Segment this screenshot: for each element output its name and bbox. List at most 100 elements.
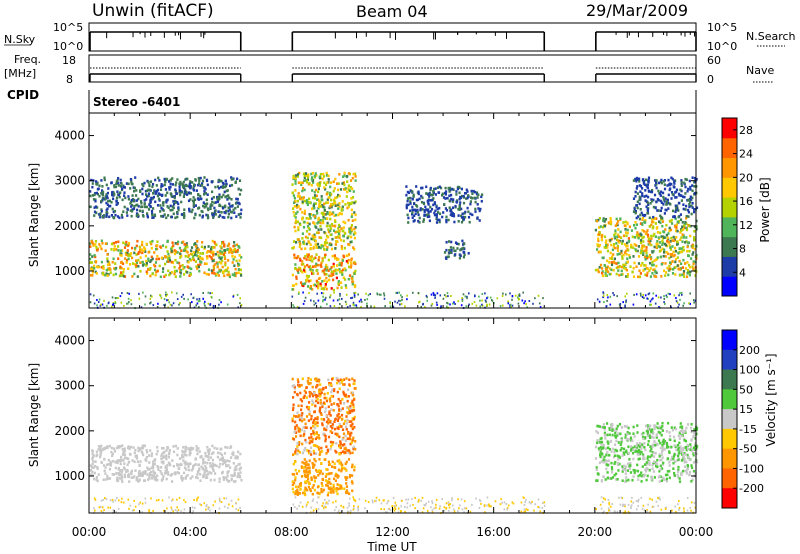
echo-cell xyxy=(96,479,99,483)
echo-cell xyxy=(333,487,336,491)
echo-cell xyxy=(660,275,663,278)
echo-cell xyxy=(656,240,659,243)
ground-scatter-cell xyxy=(195,304,197,307)
echo-cell xyxy=(330,491,333,494)
echo-cell xyxy=(648,269,651,272)
echo-cell xyxy=(212,259,216,262)
echo-cell xyxy=(471,213,474,217)
echo-cell xyxy=(239,466,242,470)
echo-cell xyxy=(600,234,604,237)
echo-cell xyxy=(303,449,306,452)
ground-scatter-cell xyxy=(220,301,222,304)
echo-cell xyxy=(291,246,294,250)
echo-cell xyxy=(340,212,343,216)
echo-cell xyxy=(335,204,338,207)
echo-cell xyxy=(347,172,350,175)
echo-cell xyxy=(106,196,109,200)
echo-cell xyxy=(327,422,330,425)
ground-scatter-cell xyxy=(114,300,117,303)
echo-cell xyxy=(136,203,139,207)
ground-scatter-cell xyxy=(149,302,151,305)
colorbar-tick-label: 24 xyxy=(739,148,753,161)
echo-cell xyxy=(314,256,317,260)
echo-cell xyxy=(305,468,308,472)
echo-cell xyxy=(350,277,353,280)
echo-cell xyxy=(135,478,138,482)
echo-cell xyxy=(342,239,345,243)
echo-cell xyxy=(226,459,229,462)
echo-cell xyxy=(220,185,223,189)
echo-cell xyxy=(152,207,155,210)
echo-cell xyxy=(681,221,684,224)
echo-cell xyxy=(170,194,173,198)
ground-scatter-cell xyxy=(196,302,199,305)
echo-cell xyxy=(666,198,669,202)
echo-cell xyxy=(312,484,315,487)
ground-scatter-cell xyxy=(619,303,622,305)
echo-cell xyxy=(216,262,219,266)
ground-scatter-cell xyxy=(370,305,372,308)
echo-cell xyxy=(167,269,170,273)
echo-cell xyxy=(318,202,321,206)
echo-cell xyxy=(353,236,356,240)
ground-scatter-cell xyxy=(322,292,325,295)
ground-scatter-cell xyxy=(633,293,635,296)
echo-cell xyxy=(185,242,188,245)
ground-scatter-cell xyxy=(353,292,355,295)
ground-scatter-cell xyxy=(339,294,341,297)
echo-cell xyxy=(677,251,680,255)
echo-cell xyxy=(172,445,175,448)
echo-cell xyxy=(126,249,129,252)
echo-cell xyxy=(671,193,674,196)
echo-cell xyxy=(307,279,311,283)
echo-cell xyxy=(307,470,310,474)
echo-cell xyxy=(448,194,451,198)
echo-cell xyxy=(685,216,688,220)
echo-cell xyxy=(598,231,601,234)
echo-cell xyxy=(319,282,322,286)
echo-cell xyxy=(633,243,636,246)
echo-cell xyxy=(211,458,214,462)
echo-cell xyxy=(161,452,164,456)
echo-cell xyxy=(197,248,200,251)
echo-cell xyxy=(325,268,328,272)
echo-cell xyxy=(670,182,673,186)
ground-scatter-cell xyxy=(203,302,206,305)
echo-cell xyxy=(304,465,307,469)
echo-cell xyxy=(309,439,312,443)
echo-cell xyxy=(347,184,350,187)
echo-cell xyxy=(318,175,321,179)
echo-cell xyxy=(405,193,408,197)
echo-cell xyxy=(192,251,195,254)
ground-scatter-cell xyxy=(532,302,534,305)
colorbar-tick-label: 16 xyxy=(739,195,753,208)
echo-cell xyxy=(345,482,348,485)
echo-cell xyxy=(160,472,163,475)
echo-cell xyxy=(342,276,345,280)
echo-cell xyxy=(133,475,136,478)
y-tick-label: 1000 xyxy=(54,264,85,278)
echo-cell xyxy=(353,272,356,275)
ground-scatter-cell xyxy=(517,298,520,301)
echo-cell xyxy=(342,422,345,426)
echo-cell xyxy=(89,464,92,467)
echo-cell xyxy=(645,254,648,257)
echo-cell xyxy=(183,453,187,456)
ground-scatter-cell xyxy=(338,298,341,301)
echo-cell xyxy=(322,488,325,492)
echo-cell xyxy=(211,462,214,466)
echo-cell xyxy=(409,200,412,203)
echo-cell xyxy=(199,472,202,476)
echo-cell xyxy=(347,449,350,452)
echo-cell xyxy=(603,427,606,431)
echo-cell xyxy=(303,256,306,260)
ground-scatter-cell xyxy=(89,301,92,304)
echo-cell xyxy=(318,492,321,496)
power-colorbar-label: Power [dB] xyxy=(758,177,772,242)
echo-cell xyxy=(340,281,343,284)
echo-cell xyxy=(632,446,635,450)
echo-cell xyxy=(350,208,353,212)
echo-cell xyxy=(406,190,409,194)
echo-cell xyxy=(660,178,663,182)
echo-cell xyxy=(310,417,313,421)
